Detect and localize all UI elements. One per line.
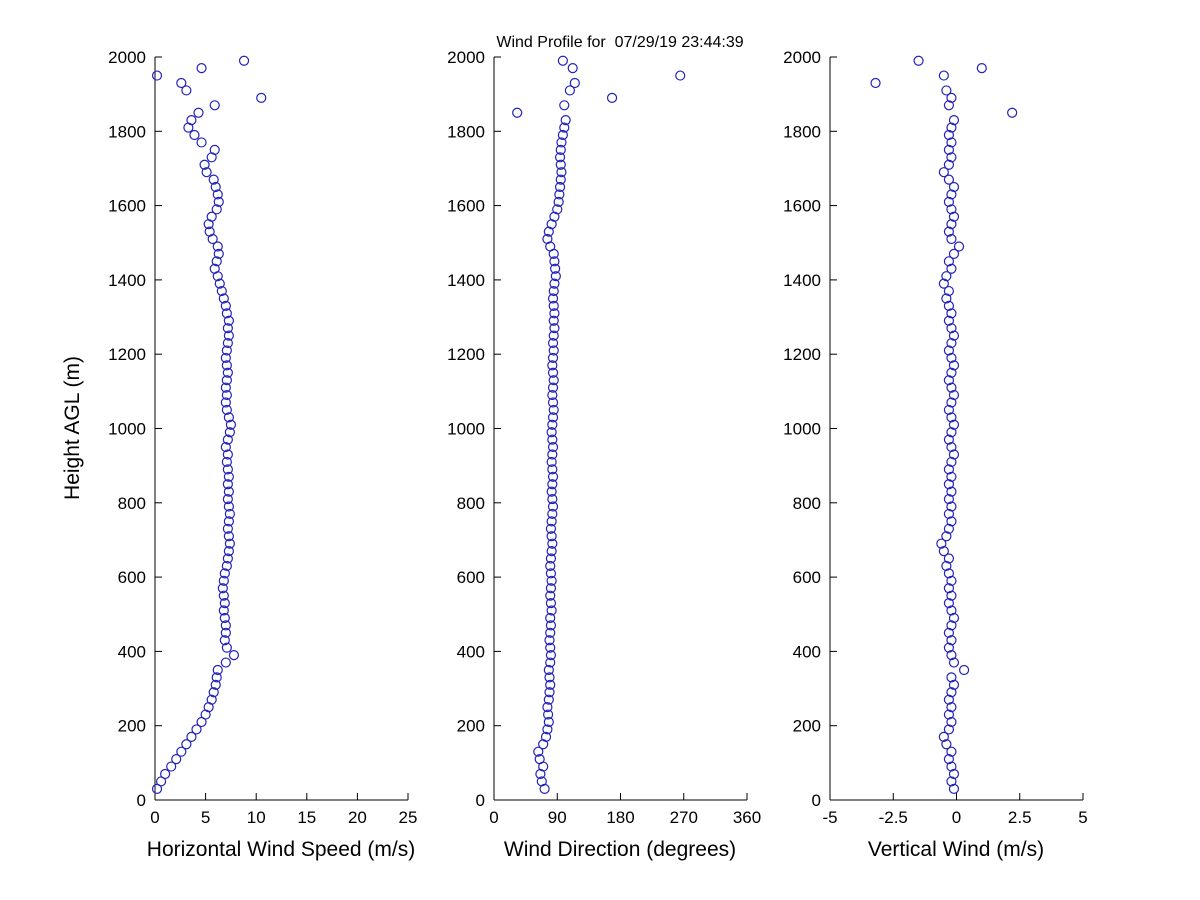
svg-text:2000: 2000 <box>783 48 821 67</box>
svg-text:5: 5 <box>1078 808 1087 827</box>
svg-text:800: 800 <box>457 494 485 513</box>
svg-text:1400: 1400 <box>783 271 821 290</box>
svg-text:400: 400 <box>118 642 146 661</box>
svg-text:180: 180 <box>606 808 634 827</box>
svg-text:25: 25 <box>399 808 418 827</box>
svg-text:20: 20 <box>348 808 367 827</box>
svg-text:5: 5 <box>201 808 210 827</box>
svg-text:15: 15 <box>297 808 316 827</box>
svg-text:200: 200 <box>457 717 485 736</box>
svg-text:-2.5: -2.5 <box>879 808 908 827</box>
svg-text:0: 0 <box>952 808 961 827</box>
svg-text:1600: 1600 <box>783 197 821 216</box>
svg-text:10: 10 <box>247 808 266 827</box>
x-axis-label-wind-direction: Wind Direction (degrees) <box>503 838 737 861</box>
svg-text:1200: 1200 <box>783 345 821 364</box>
svg-text:1800: 1800 <box>447 122 485 141</box>
svg-text:2000: 2000 <box>108 48 146 67</box>
svg-text:-5: -5 <box>822 808 837 827</box>
svg-text:600: 600 <box>793 568 821 587</box>
svg-text:1600: 1600 <box>447 197 485 216</box>
svg-text:1200: 1200 <box>108 345 146 364</box>
svg-text:800: 800 <box>118 494 146 513</box>
svg-text:1000: 1000 <box>447 419 485 438</box>
svg-text:800: 800 <box>793 494 821 513</box>
svg-text:2000: 2000 <box>447 48 485 67</box>
svg-text:1400: 1400 <box>108 271 146 290</box>
x-axis-label-horizontal-wind-speed: Horizontal Wind Speed (m/s) <box>146 838 416 861</box>
svg-text:200: 200 <box>793 717 821 736</box>
svg-text:360: 360 <box>733 808 761 827</box>
svg-text:1800: 1800 <box>783 122 821 141</box>
svg-text:200: 200 <box>118 717 146 736</box>
svg-text:0: 0 <box>476 791 485 810</box>
svg-text:1000: 1000 <box>108 419 146 438</box>
svg-text:0: 0 <box>150 808 159 827</box>
svg-text:0: 0 <box>489 808 498 827</box>
chart-title: Wind Profile for 07/29/19 23:44:39 <box>496 34 744 51</box>
svg-text:1200: 1200 <box>447 345 485 364</box>
svg-text:600: 600 <box>118 568 146 587</box>
svg-text:1800: 1800 <box>108 122 146 141</box>
svg-text:0: 0 <box>812 791 821 810</box>
svg-text:90: 90 <box>548 808 567 827</box>
svg-text:400: 400 <box>793 642 821 661</box>
svg-text:1400: 1400 <box>447 271 485 290</box>
x-axis-label-vertical-wind: Vertical Wind (m/s) <box>867 838 1045 861</box>
svg-text:2.5: 2.5 <box>1008 808 1032 827</box>
svg-text:0: 0 <box>137 791 146 810</box>
svg-text:270: 270 <box>670 808 698 827</box>
svg-text:400: 400 <box>457 642 485 661</box>
svg-text:600: 600 <box>457 568 485 587</box>
svg-text:1600: 1600 <box>108 197 146 216</box>
svg-text:1000: 1000 <box>783 419 821 438</box>
